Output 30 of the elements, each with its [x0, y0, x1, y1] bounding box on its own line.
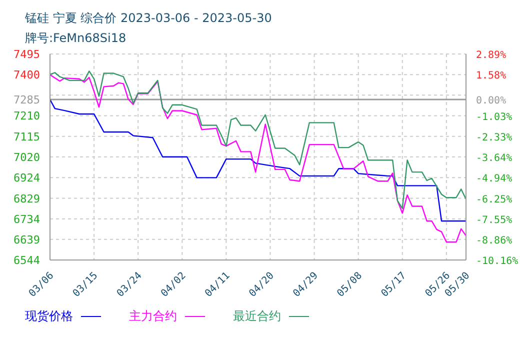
y-tick-label: 7115 [14, 130, 40, 144]
line-series [50, 70, 466, 210]
y2-tick-label: -8.86% [476, 235, 512, 246]
legend-label: 主力合约 [129, 308, 178, 325]
y-tick-label: 7020 [14, 150, 40, 164]
legend-label: 现货价格 [25, 308, 74, 325]
y2-tick-label: -3.64% [476, 153, 512, 164]
y-tick-label: 6829 [14, 192, 40, 206]
y2-tick-label: -10.16% [476, 256, 518, 267]
y2-tick-label: -4.94% [476, 174, 512, 185]
y2-tick-label: 1.58% [476, 70, 506, 82]
y2-tick-label: -6.25% [476, 194, 512, 206]
y2-tick-label: -7.55% [476, 214, 512, 226]
y2-tick-label: 0.00% [476, 96, 506, 107]
y2-tick-label: -1.03% [476, 112, 512, 123]
y-tick-label: 6544 [14, 254, 40, 267]
chart-subtitle: 牌号:FeMn68Si18 [25, 30, 128, 47]
y-tick-label: 7285 [14, 93, 40, 106]
y-tick-label: 7495 [14, 48, 40, 61]
legend-label: 最近合约 [233, 308, 282, 325]
y-tick-label: 7400 [14, 68, 40, 82]
y2-tick-label: 2.89% [476, 50, 506, 61]
line-series [50, 74, 466, 243]
line-series [50, 98, 466, 222]
chart-title: 锰硅 宁夏 综合价 2023-03-06 - 2023-05-30 [25, 10, 273, 27]
y-tick-label: 7210 [14, 110, 40, 123]
y-tick-label: 6924 [14, 172, 40, 185]
y-tick-label: 6639 [14, 233, 40, 246]
y-tick-label: 6734 [14, 212, 40, 226]
y2-tick-label: -2.33% [476, 132, 512, 144]
